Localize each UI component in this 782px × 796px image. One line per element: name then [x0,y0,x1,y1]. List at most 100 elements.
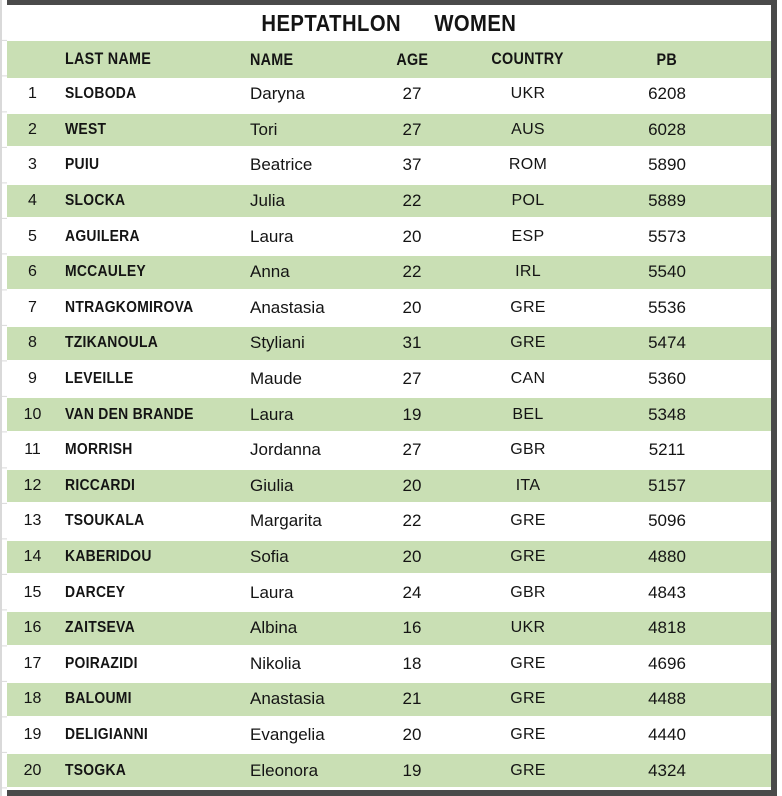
first-name-cell: Nikolia [250,653,302,673]
pb-cell: 4488 [648,689,686,709]
table-row: 3 PUIU Beatrice 37 ROM 5890 [7,149,771,185]
country-cell: GRE [510,690,546,708]
first-name-cell: Beatrice [250,155,313,175]
last-name-cell: RICCARDI [65,476,136,494]
country-cell: ITA [515,476,541,494]
country-cell: GRE [510,548,546,566]
table-row: 14 KABERIDOU Sofia 20 GRE 4880 [7,540,771,577]
table-row: 19 DELIGIANNI Evangelia 20 GRE 4440 [7,718,771,755]
rank-cell: 3 [28,156,37,174]
rank-cell: 1 [28,85,37,103]
last-name-cell: DARCEY [65,583,126,601]
country-cell: GRE [510,761,546,779]
table-row: 20 TSOGKA Eleonora 19 GRE 4324 [7,754,771,790]
first-name-cell: Styliani [250,333,305,353]
table-title-row: HEPTATHLON WOMEN [7,5,771,41]
age-cell: 37 [402,155,422,175]
first-name-cell: Anna [250,262,290,282]
table-row: 6 MCCAULEY Anna 22 IRL 5540 [7,255,771,292]
first-name-cell: Julia [250,191,285,211]
pb-cell: 6208 [648,84,686,104]
age-cell: 19 [402,404,422,424]
country-cell: POL [511,192,545,210]
age-cell: 19 [402,760,422,780]
header-cell-rank [7,51,58,69]
first-name-cell: Sofia [250,547,289,567]
age-cell: 20 [402,475,422,495]
pb-cell: 5360 [648,369,686,389]
first-name-cell: Anastasia [250,297,325,317]
country-cell: GBR [510,441,546,459]
last-name-cell: LEVEILLE [65,370,134,388]
header-cell-pb: PB [656,50,678,69]
table-row: 15 DARCEY Laura 24 GBR 4843 [7,576,771,612]
first-name-cell: Albina [250,618,298,638]
table-row: 11 MORRISH Jordanna 27 GBR 5211 [7,433,771,470]
rank-cell: 7 [28,298,37,316]
last-name-cell: KABERIDOU [65,548,152,566]
rank-cell: 10 [23,405,42,423]
pb-cell: 5474 [648,333,686,353]
last-name-cell: MORRISH [65,441,133,459]
pb-cell: 5889 [648,191,686,211]
table-row: 12 RICCARDI Giulia 20 ITA 5157 [7,469,771,506]
last-name-cell: SLOBODA [65,85,137,103]
country-cell: ESP [511,227,545,245]
age-cell: 18 [402,653,422,673]
country-cell: AUS [511,120,545,138]
pb-cell: 5536 [648,297,686,317]
first-name-cell: Eleonora [250,760,319,780]
rank-cell: 17 [23,654,42,672]
age-cell: 22 [402,191,422,211]
spreadsheet-gridline-strip [0,0,7,796]
table-row: 9 LEVEILLE Maude 27 CAN 5360 [7,362,771,399]
table-row: 17 POIRAZIDI Nikolia 18 GRE 4696 [7,647,771,684]
pb-cell: 5211 [648,440,686,460]
rank-cell: 2 [28,120,37,138]
first-name-cell: Evangelia [250,724,325,744]
rank-cell: 19 [23,725,42,743]
last-name-cell: AGUILERA [65,227,140,245]
table-row: 16 ZAITSEVA Albina 16 UKR 4818 [7,611,771,648]
first-name-cell: Laura [250,582,294,602]
last-name-cell: PUIU [65,156,100,174]
last-name-cell: TSOGKA [65,761,127,779]
country-cell: GBR [510,583,546,601]
age-cell: 20 [402,226,422,246]
first-name-cell: Anastasia [250,689,325,709]
pb-cell: 5540 [648,262,686,282]
page-title: HEPTATHLON WOMEN [261,9,517,36]
last-name-cell: MCCAULEY [65,263,146,281]
rank-cell: 13 [23,512,42,530]
rank-cell: 11 [24,441,41,459]
pb-cell: 5348 [648,404,686,424]
country-cell: GRE [510,512,546,530]
table-row: 2 WEST Tori 27 AUS 6028 [7,113,771,150]
rank-cell: 8 [28,334,37,352]
pb-cell: 5890 [648,155,686,175]
pb-cell: 4843 [648,582,686,602]
first-name-cell: Giulia [250,475,294,495]
pb-cell: 4324 [648,760,686,780]
pb-cell: 4880 [648,547,686,567]
pb-cell: 4440 [648,724,686,744]
last-name-cell: ZAITSEVA [65,619,135,637]
last-name-cell: VAN DEN BRANDE [65,405,194,423]
country-cell: IRL [515,263,541,281]
age-cell: 27 [402,119,422,139]
country-cell: UKR [510,85,546,103]
last-name-cell: SLOCKA [65,192,126,210]
first-name-cell: Laura [250,226,294,246]
table-row: 1 SLOBODA Daryna 27 UKR 6208 [7,78,771,114]
last-name-cell: BALOUMI [65,690,132,708]
table-row: 7 NTRAGKOMIROVA Anastasia 20 GRE 5536 [7,291,771,328]
rank-cell: 20 [23,761,42,779]
country-cell: GRE [510,334,546,352]
first-name-cell: Laura [250,404,294,424]
table-row: 18 BALOUMI Anastasia 21 GRE 4488 [7,683,771,719]
age-cell: 20 [402,724,422,744]
age-cell: 31 [402,333,422,353]
table-row: 10 VAN DEN BRANDE Laura 19 BEL 5348 [7,398,771,434]
rank-cell: 5 [28,227,37,245]
